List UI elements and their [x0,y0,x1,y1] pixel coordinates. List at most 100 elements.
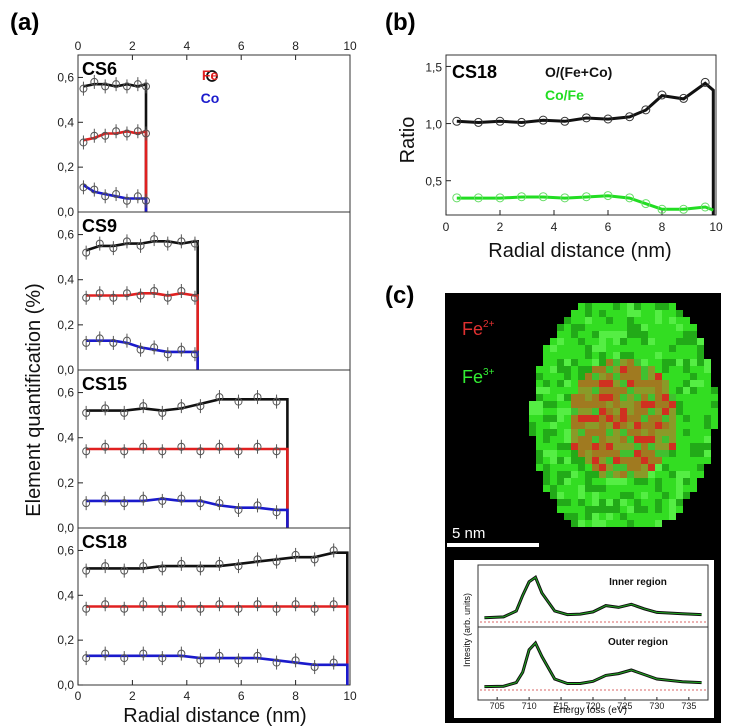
map-pixel [543,471,550,478]
map-pixel [697,394,704,401]
map-pixel [613,324,620,331]
map-pixel [599,317,606,324]
map-pixel [543,457,550,464]
map-pixel [627,380,634,387]
map-pixel [648,303,655,310]
map-pixel [690,422,697,429]
map-pixel [683,401,690,408]
map-pixel [620,394,627,401]
map-pixel [606,478,613,485]
map-pixel [620,450,627,457]
map-pixel [571,422,578,429]
map-pixel [655,464,662,471]
map-pixel [655,373,662,380]
data-point-co [163,350,172,359]
map-pixel [592,394,599,401]
map-pixel [592,380,599,387]
map-pixel [578,471,585,478]
map-pixel [585,352,592,359]
map-pixel [599,373,606,380]
map-pixel [697,387,704,394]
data-point-fe [177,287,186,295]
map-pixel [592,373,599,380]
b-data-point [452,193,462,203]
map-pixel [655,436,662,443]
data-point-fe [196,604,205,613]
map-pixel [641,352,648,359]
inset-xtick-label: 715 [554,701,569,711]
panel-b-plot: 0,5 1,0 1,5 0 2 4 6 8 10 [425,54,723,234]
b-data-point [641,199,651,209]
data-point-fe [253,600,262,609]
map-pixel [627,317,634,324]
map-pixel [550,408,557,415]
map-pixel [592,457,599,464]
data-point-o [272,557,281,566]
map-pixel [669,338,676,345]
map-pixel [599,478,606,485]
map-pixel [536,408,543,415]
map-pixel [543,401,550,408]
map-pixel [620,520,627,527]
map-pixel [683,387,690,394]
subplot-frame [77,527,351,686]
map-pixel [676,401,683,408]
subplot-cs6: CS6 0,0 0,2 0,4 0,6 [57,54,351,219]
map-pixel [550,366,557,373]
map-pixel [592,478,599,485]
map-pixel [543,443,550,450]
map-pixel [669,478,676,485]
data-point-fe [82,447,91,456]
map-pixel [599,464,606,471]
data-point-fe [139,442,148,451]
map-pixel [557,345,564,352]
map-pixel [599,338,606,345]
data-point-co [234,505,243,514]
map-pixel [613,520,620,527]
map-pixel [676,492,683,499]
data-point-co [90,185,99,194]
map-pixel [571,408,578,415]
map-pixel [557,422,564,429]
map-pixel [550,492,557,499]
map-pixel [578,422,585,429]
map-pixel [585,387,592,394]
map-pixel [592,345,599,352]
map-pixel [627,387,634,394]
map-pixel [599,513,606,520]
map-pixel [606,401,613,408]
data-point-co [190,350,199,359]
map-pixel [627,324,634,331]
map-pixel [669,324,676,331]
map-pixel [592,520,599,527]
map-pixel [662,513,669,520]
map-pixel [543,366,550,373]
map-pixel [662,436,669,443]
map-pixel [683,380,690,387]
data-point-o [133,80,142,89]
map-pixel [550,422,557,429]
map-pixel [627,366,634,373]
map-pixel [557,436,564,443]
map-pixel [599,359,606,366]
map-pixel [606,520,613,527]
map-pixel [641,303,648,310]
map-pixel [585,408,592,415]
map-pixel [613,331,620,338]
map-pixel [571,478,578,485]
map-pixel [564,324,571,331]
map-pixel [641,373,648,380]
map-pixel [571,387,578,394]
map-pixel [662,352,669,359]
map-pixel [606,457,613,464]
map-pixel [599,352,606,359]
data-point-co [122,196,131,205]
map-pixel [676,436,683,443]
map-pixel [620,436,627,443]
map-pixel [669,506,676,513]
map-pixel [620,373,627,380]
panel-b-label: (b) [385,9,416,36]
map-pixel [655,401,662,408]
data-point-o [79,84,88,93]
map-pixel [641,513,648,520]
